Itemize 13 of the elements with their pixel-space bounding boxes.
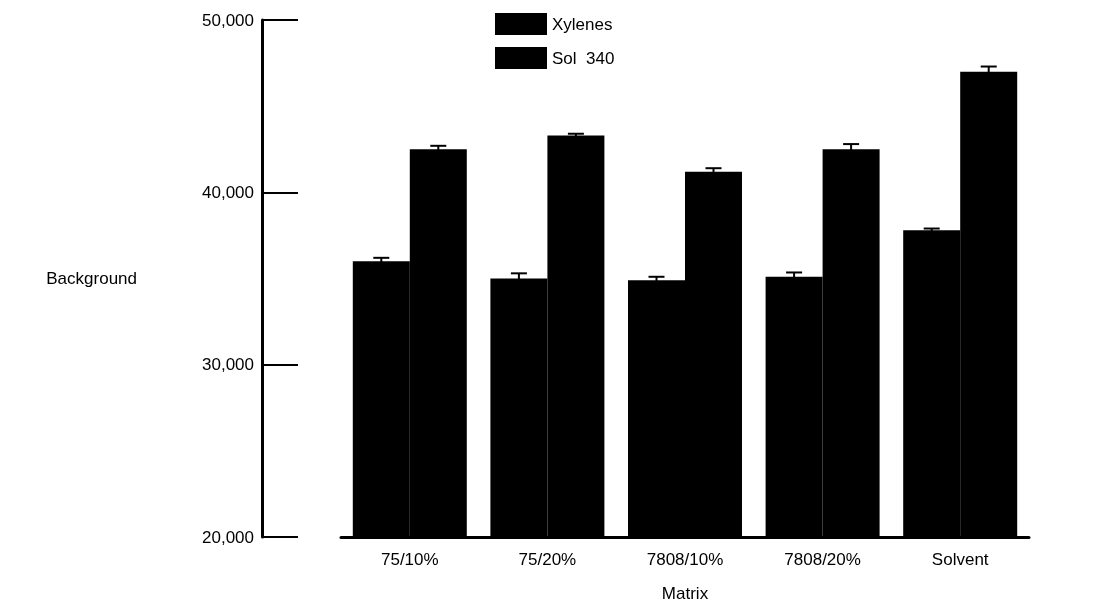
legend-label: Sol 340 xyxy=(552,48,615,68)
y-tick-label: 30,000 xyxy=(202,355,254,375)
x-tick-label: 7808/10% xyxy=(646,550,724,569)
x-tick-label: 75/20% xyxy=(518,550,577,569)
x-tick-label: Solvent xyxy=(931,550,989,569)
x-tick-label: 7808/20% xyxy=(784,550,861,569)
y-tick-label: 50,000 xyxy=(202,10,254,30)
y-axis-title: Background xyxy=(46,269,137,288)
legend-label: Xylenes xyxy=(552,14,613,34)
x-axis-title: Matrix xyxy=(661,584,709,603)
y-tick-label: 40,000 xyxy=(202,182,254,202)
y-tick-label: 20,000 xyxy=(202,527,254,547)
x-tick-label: 75/10% xyxy=(380,550,439,569)
